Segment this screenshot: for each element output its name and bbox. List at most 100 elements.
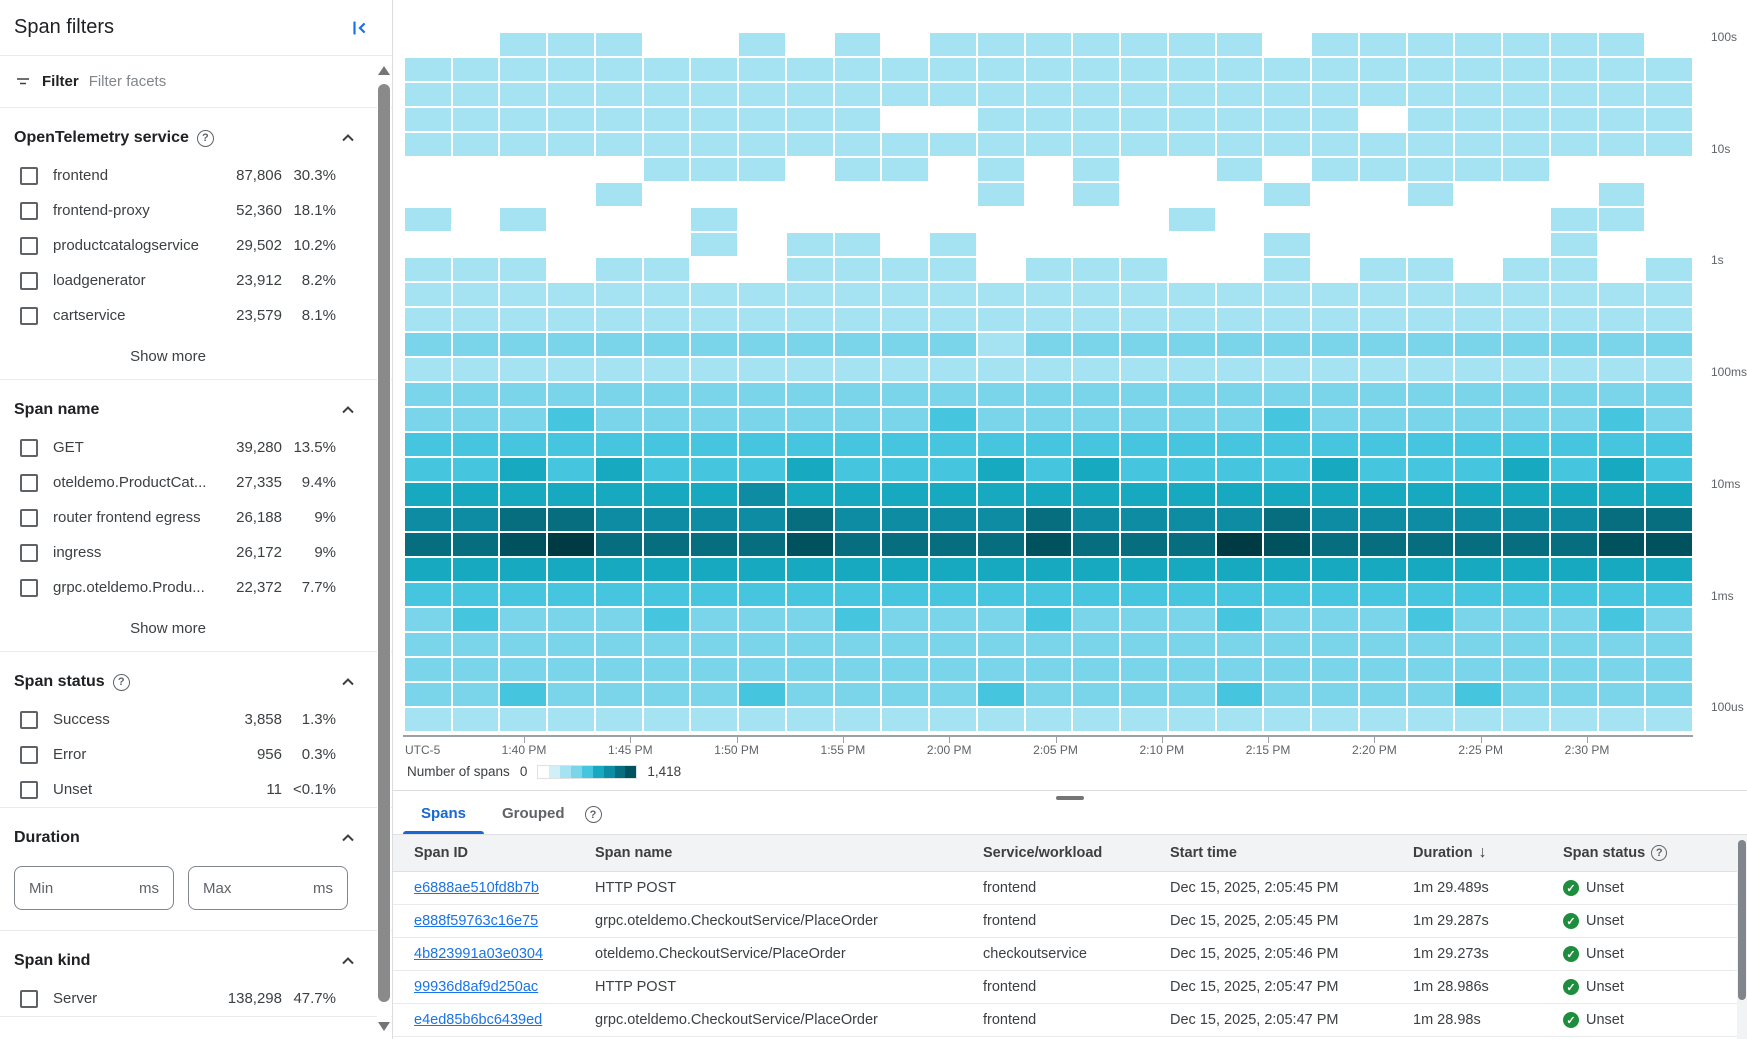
heatmap-cell[interactable] — [691, 233, 738, 256]
heatmap-cell[interactable] — [1407, 383, 1454, 406]
heatmap-cell[interactable] — [1073, 133, 1120, 156]
heatmap-cell[interactable] — [1025, 608, 1072, 631]
heatmap-cell[interactable] — [452, 83, 499, 106]
heatmap-cell[interactable] — [1646, 83, 1692, 106]
heatmap-cell[interactable] — [1359, 283, 1406, 306]
heatmap-cell[interactable] — [1550, 108, 1597, 131]
heatmap-cell[interactable] — [739, 133, 785, 156]
heatmap-cell[interactable] — [1407, 358, 1454, 381]
heatmap-cell[interactable] — [1646, 58, 1692, 81]
heatmap-cell[interactable] — [1359, 133, 1406, 156]
heatmap-cell[interactable] — [1168, 608, 1215, 631]
heatmap-cell[interactable] — [1359, 558, 1406, 581]
heatmap-cell[interactable] — [739, 183, 785, 206]
heatmap-cell[interactable] — [1168, 633, 1215, 656]
heatmap-cell[interactable] — [1216, 708, 1263, 731]
heatmap-cell[interactable] — [1503, 208, 1549, 231]
heatmap-cell[interactable] — [977, 108, 1024, 131]
heatmap-cell[interactable] — [1025, 358, 1072, 381]
heatmap-cell[interactable] — [644, 233, 690, 256]
heatmap-cell[interactable] — [1646, 558, 1692, 581]
heatmap-cell[interactable] — [1407, 458, 1454, 481]
heatmap-cell[interactable] — [977, 483, 1024, 506]
heatmap-cell[interactable] — [1168, 33, 1215, 56]
column-header-span-status[interactable]: Span status ? — [1563, 845, 1747, 861]
heatmap-cell[interactable] — [977, 283, 1024, 306]
heatmap-cell[interactable] — [1025, 258, 1072, 281]
heatmap-cell[interactable] — [548, 33, 594, 56]
heatmap-cell[interactable] — [1359, 508, 1406, 531]
heatmap-cell[interactable] — [405, 133, 451, 156]
heatmap-cell[interactable] — [1312, 583, 1358, 606]
heatmap-cell[interactable] — [1073, 683, 1120, 706]
heatmap-cell[interactable] — [786, 633, 833, 656]
heatmap-cell[interactable] — [548, 458, 594, 481]
heatmap-cell[interactable] — [1217, 233, 1263, 256]
heatmap-cell[interactable] — [1551, 158, 1597, 181]
heatmap-cell[interactable] — [1503, 383, 1549, 406]
heatmap-cell[interactable] — [1312, 133, 1358, 156]
heatmap-cell[interactable] — [1646, 308, 1692, 331]
table-row[interactable]: 4b823991a03e0304 oteldemo.CheckoutServic… — [393, 938, 1747, 971]
heatmap-cell[interactable] — [1264, 33, 1310, 56]
heatmap-cell[interactable] — [739, 108, 785, 131]
heatmap-cell[interactable] — [1550, 508, 1597, 531]
heatmap-cell[interactable] — [1264, 708, 1311, 731]
heatmap-cell[interactable] — [1455, 283, 1502, 306]
heatmap-cell[interactable] — [834, 683, 881, 706]
help-icon[interactable]: ? — [1651, 845, 1668, 861]
heatmap-cell[interactable] — [978, 208, 1024, 231]
heatmap-cell[interactable] — [977, 333, 1024, 356]
heatmap-cell[interactable] — [1503, 608, 1549, 631]
heatmap-cell[interactable] — [786, 433, 833, 456]
duration-min-input[interactable] — [29, 879, 133, 897]
heatmap-cell[interactable] — [1121, 383, 1167, 406]
chevron-up-icon[interactable] — [336, 949, 360, 973]
heatmap-cell[interactable] — [1407, 433, 1454, 456]
heatmap-cell[interactable] — [739, 533, 785, 556]
heatmap-cell[interactable] — [882, 658, 929, 681]
heatmap-cell[interactable] — [548, 183, 594, 206]
heatmap-cell[interactable] — [1407, 308, 1454, 331]
heatmap-cell[interactable] — [1121, 458, 1167, 481]
heatmap-cell[interactable] — [882, 583, 929, 606]
heatmap-cell[interactable] — [452, 58, 499, 81]
heatmap-cell[interactable] — [595, 683, 642, 706]
heatmap-cell[interactable] — [452, 508, 499, 531]
heatmap-cell[interactable] — [1169, 233, 1215, 256]
heatmap-cell[interactable] — [405, 458, 451, 481]
heatmap-cell[interactable] — [1503, 183, 1549, 206]
heatmap-cell[interactable] — [1455, 658, 1502, 681]
heatmap-cell[interactable] — [595, 508, 642, 531]
heatmap-cell[interactable] — [1646, 283, 1692, 306]
heatmap-cell[interactable] — [1073, 208, 1119, 231]
heatmap-cell[interactable] — [1503, 358, 1549, 381]
heatmap-cell[interactable] — [1216, 483, 1263, 506]
heatmap-cell[interactable] — [882, 608, 929, 631]
heatmap-cell[interactable] — [1121, 658, 1167, 681]
heatmap-cell[interactable] — [1264, 608, 1311, 631]
heatmap-cell[interactable] — [977, 708, 1024, 731]
heatmap-cell[interactable] — [691, 33, 737, 56]
heatmap-cell[interactable] — [1121, 433, 1167, 456]
heatmap-cell[interactable] — [643, 508, 690, 531]
heatmap-cell[interactable] — [1598, 33, 1645, 56]
heatmap-cell[interactable] — [500, 558, 547, 581]
heatmap-cell[interactable] — [1598, 508, 1645, 531]
heatmap-cell[interactable] — [1550, 633, 1597, 656]
heatmap-cell[interactable] — [1216, 308, 1263, 331]
heatmap-cell[interactable] — [691, 533, 738, 556]
heatmap-cell[interactable] — [405, 33, 451, 56]
heatmap-cell[interactable] — [739, 408, 785, 431]
heatmap-cell[interactable] — [1121, 408, 1167, 431]
heatmap-cell[interactable] — [930, 383, 976, 406]
heatmap-cell[interactable] — [1359, 83, 1406, 106]
heatmap-cell[interactable] — [1216, 58, 1263, 81]
heatmap-cell[interactable] — [1025, 133, 1072, 156]
heatmap-cell[interactable] — [977, 658, 1024, 681]
heatmap-cell[interactable] — [834, 158, 881, 181]
heatmap-cell[interactable] — [1503, 83, 1549, 106]
heatmap-cell[interactable] — [1455, 608, 1502, 631]
heatmap-cell[interactable] — [739, 583, 785, 606]
heatmap-cell[interactable] — [1312, 408, 1358, 431]
